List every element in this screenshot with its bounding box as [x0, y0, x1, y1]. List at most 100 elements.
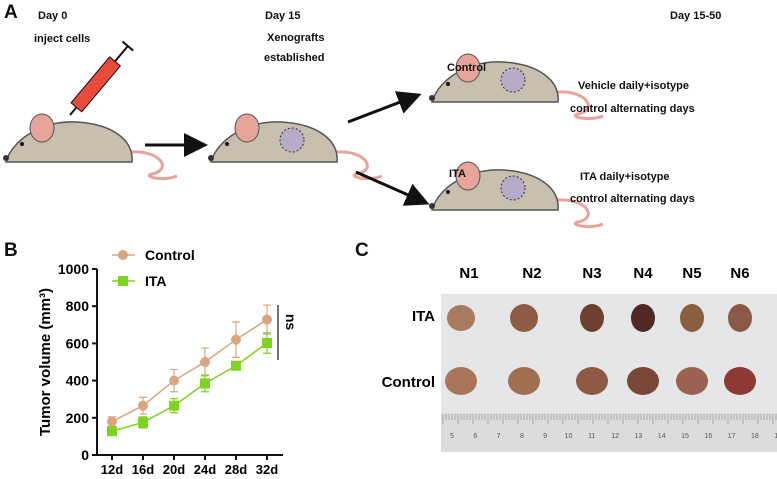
y-tick-label: 400 — [66, 373, 90, 389]
tumor-ita — [728, 304, 752, 332]
day15-label: Day 15 — [265, 10, 301, 22]
series-line-control — [111, 318, 268, 423]
tumor-ita — [580, 304, 604, 332]
ruler-label: 15 — [681, 433, 689, 440]
ruler-label: 17 — [728, 433, 736, 440]
panel-a-label: A — [4, 2, 18, 23]
ita-treatment-label-2: control alternating days — [570, 193, 695, 205]
ruler-label: 11 — [588, 433, 595, 440]
tumor-ita — [631, 304, 655, 332]
data-point — [200, 357, 210, 367]
data-point — [107, 416, 117, 427]
data-point — [107, 426, 117, 437]
ruler-label: 10 — [565, 433, 573, 440]
tumor-control — [576, 367, 608, 395]
panel-b-label: B — [4, 240, 18, 261]
data-point — [138, 400, 148, 411]
data-point — [169, 400, 179, 411]
tumor-ita — [680, 304, 704, 332]
syringe-needle — [69, 106, 78, 116]
mouse-nose — [429, 95, 435, 101]
significance-label: ns — [283, 314, 299, 331]
x-tick-label: 16d — [132, 462, 154, 477]
tumor-ita — [447, 305, 475, 331]
syringe-plunger — [114, 45, 129, 63]
ruler-label: 6 — [473, 433, 477, 440]
tumor-ita — [510, 304, 538, 332]
column-label: N4 — [633, 265, 653, 282]
ita-group-label: ITA — [449, 168, 466, 180]
syringe-handle — [121, 40, 134, 52]
control-group-label: Control — [447, 62, 487, 74]
arrow-icon — [347, 91, 422, 124]
y-tick-label: 600 — [66, 335, 90, 351]
vehicle-label: Vehicle daily+isotype — [578, 80, 689, 92]
x-tick-label: 28d — [225, 462, 247, 477]
column-label: N1 — [459, 265, 478, 282]
mouse-ear — [234, 113, 260, 143]
mouse-tail — [555, 90, 604, 121]
x-tick-label: 20d — [163, 462, 185, 477]
xeno-label: Xenografts — [267, 32, 325, 44]
arrow-icon — [355, 170, 430, 206]
column-label: N5 — [682, 265, 701, 282]
ruler-label: 7 — [497, 433, 501, 440]
column-label: N3 — [582, 265, 601, 282]
ruler-label: 19 — [774, 433, 777, 440]
mouse-icon — [429, 53, 604, 121]
mouse-ear — [455, 53, 481, 83]
ruler-label: 16 — [704, 433, 712, 440]
x-tick-label: 24d — [194, 462, 216, 477]
tumor-mark — [500, 175, 526, 201]
column-label: N2 — [522, 265, 541, 282]
legend-label: Control — [145, 247, 195, 263]
tumor-control — [724, 367, 756, 395]
day0-label: Day 0 — [38, 10, 68, 22]
ruler-label: 5 — [450, 433, 454, 440]
y-tick-label: 200 — [66, 410, 90, 426]
tumor-control — [627, 367, 659, 395]
mouse-icon — [3, 113, 178, 181]
ruler-label: 14 — [658, 433, 666, 440]
column-label: N6 — [730, 265, 749, 282]
data-point — [262, 338, 272, 349]
mouse-nose — [208, 155, 214, 161]
y-tick-label: 0 — [81, 447, 89, 463]
y-tick-label: 1000 — [58, 261, 89, 277]
data-point — [262, 314, 272, 325]
ruler-label: 8 — [520, 433, 524, 440]
tumor-photo: 5 6 7 8 9 10 11 12 13 14 15 16 17 18 19 — [441, 294, 777, 452]
ruler — [441, 413, 777, 452]
row-label: Control — [382, 374, 435, 391]
mouse-tail — [129, 150, 178, 181]
data-point — [200, 378, 210, 389]
tumor-mark — [500, 67, 526, 93]
tumor-mark — [279, 127, 305, 153]
mouse-eye — [446, 190, 450, 194]
mouse-nose — [429, 203, 435, 209]
tumor-control — [445, 367, 477, 395]
y-tick-label: 800 — [66, 298, 90, 314]
mouse-icon — [429, 161, 604, 229]
data-point — [231, 334, 241, 345]
ruler-label: 9 — [543, 433, 547, 440]
mouse-ear — [29, 113, 55, 143]
mouse-eye — [225, 142, 229, 146]
vehicle-label-2: control alternating days — [570, 103, 695, 115]
ita-treatment-label: ITA daily+isotype — [580, 171, 670, 183]
ruler-label: 12 — [611, 433, 619, 440]
panel-c-label: C — [355, 240, 369, 261]
ruler-label: 13 — [635, 433, 643, 440]
mouse-tail — [555, 198, 604, 229]
mouse-ear — [455, 161, 481, 191]
legend-marker — [118, 250, 128, 260]
x-tick-label: 32d — [256, 462, 278, 477]
data-point — [169, 375, 179, 386]
legend-label: ITA — [145, 273, 167, 289]
day1550-label: Day 15-50 — [670, 10, 722, 22]
data-point — [138, 417, 148, 428]
inject-label: inject cells — [34, 33, 91, 45]
